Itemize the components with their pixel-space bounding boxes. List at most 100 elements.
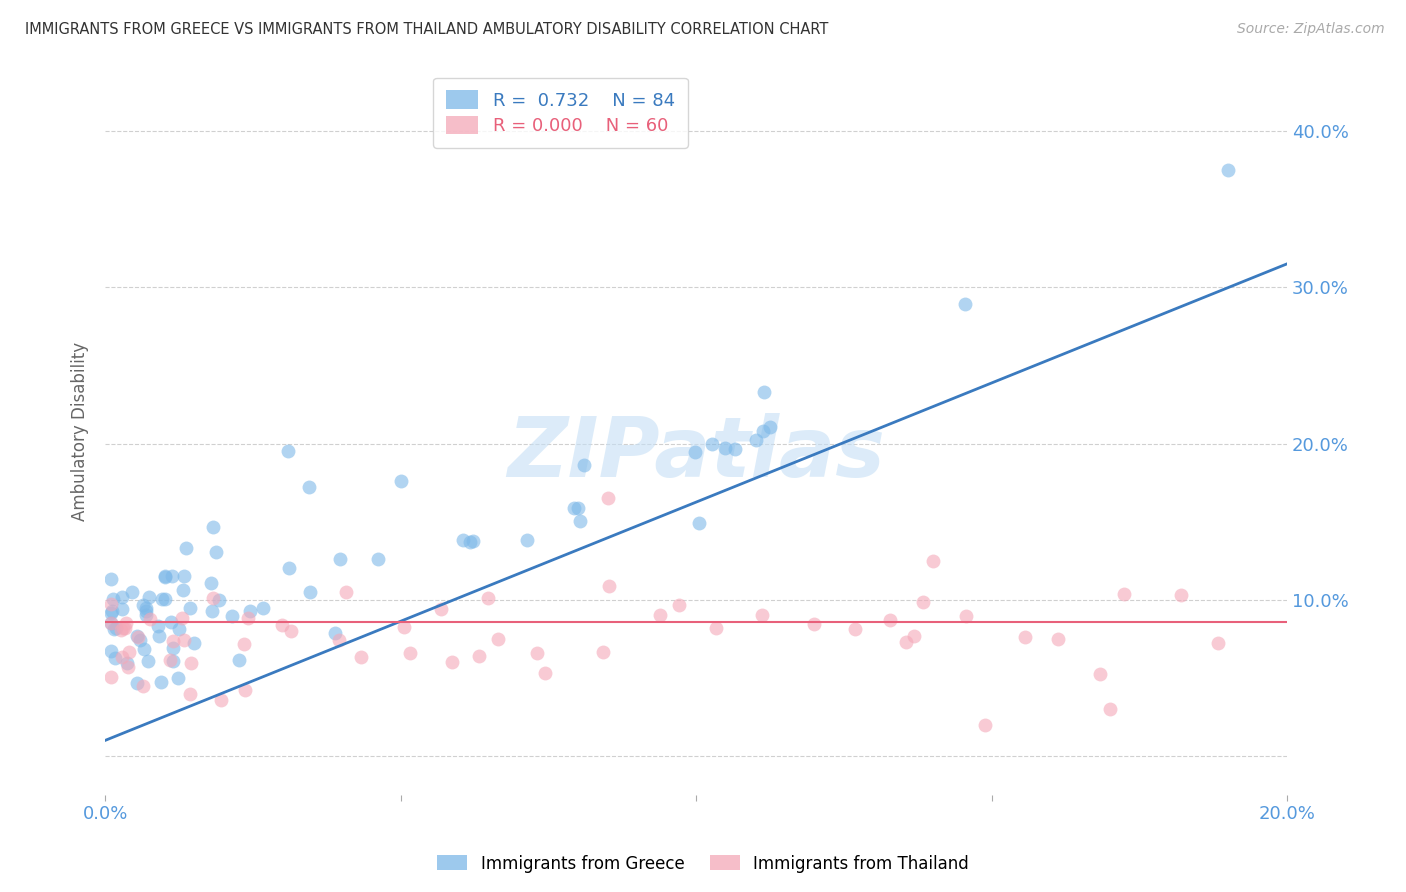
Point — [516, 533, 538, 548]
Point — [132, 679, 155, 693]
Text: ZIPatlas: ZIPatlas — [508, 413, 886, 494]
Point — [592, 645, 614, 659]
Point — [110, 623, 132, 637]
Point — [399, 646, 422, 660]
Point — [111, 601, 134, 615]
Point — [111, 649, 134, 664]
Point — [138, 654, 160, 668]
Point — [903, 629, 925, 643]
Point — [180, 657, 202, 671]
Point — [146, 619, 169, 633]
Point — [468, 648, 491, 663]
Point — [153, 592, 176, 607]
Point — [179, 601, 201, 615]
Point — [1114, 586, 1136, 600]
Point — [233, 637, 256, 651]
Point — [205, 544, 228, 558]
Point — [100, 616, 122, 631]
Point — [392, 620, 415, 634]
Point — [461, 533, 484, 548]
Point — [112, 621, 135, 635]
Point — [844, 623, 866, 637]
Point — [1047, 632, 1070, 646]
Point — [668, 599, 690, 613]
Point — [1216, 163, 1239, 178]
Point — [974, 718, 997, 732]
Point — [127, 629, 149, 643]
Point — [724, 442, 747, 457]
Point — [683, 445, 706, 459]
Point — [270, 617, 292, 632]
Point — [111, 590, 134, 604]
Point — [751, 607, 773, 622]
Point — [172, 582, 194, 597]
Point — [714, 441, 737, 455]
Point — [170, 611, 193, 625]
Point — [238, 610, 260, 624]
Point — [179, 687, 201, 701]
Point — [101, 592, 124, 607]
Point — [277, 444, 299, 458]
Point — [233, 683, 256, 698]
Point — [486, 632, 509, 647]
Point — [1170, 589, 1192, 603]
Point — [100, 644, 122, 658]
Point — [201, 520, 224, 534]
Point — [153, 569, 176, 583]
Point — [162, 640, 184, 655]
Point — [127, 630, 149, 644]
Point — [1098, 702, 1121, 716]
Point — [335, 584, 357, 599]
Y-axis label: Ambulatory Disability: Ambulatory Disability — [72, 343, 89, 521]
Point — [117, 659, 139, 673]
Point — [534, 665, 557, 680]
Point — [1088, 667, 1111, 681]
Point — [758, 420, 780, 434]
Point — [121, 584, 143, 599]
Point — [572, 458, 595, 472]
Point — [115, 656, 138, 670]
Point — [100, 606, 122, 620]
Point — [752, 384, 775, 399]
Point — [328, 633, 350, 648]
Point — [252, 600, 274, 615]
Point — [162, 569, 184, 583]
Point — [221, 608, 243, 623]
Legend: R =  0.732    N = 84, R = 0.000    N = 60: R = 0.732 N = 84, R = 0.000 N = 60 — [433, 78, 688, 148]
Point — [135, 607, 157, 622]
Point — [278, 561, 301, 575]
Legend: Immigrants from Greece, Immigrants from Thailand: Immigrants from Greece, Immigrants from … — [430, 848, 976, 880]
Point — [132, 598, 155, 612]
Point — [100, 597, 122, 611]
Point — [162, 654, 184, 668]
Point — [567, 500, 589, 515]
Point — [200, 575, 222, 590]
Point — [115, 616, 138, 631]
Point — [173, 569, 195, 583]
Point — [688, 516, 710, 530]
Point — [176, 541, 198, 555]
Point — [183, 636, 205, 650]
Text: Source: ZipAtlas.com: Source: ZipAtlas.com — [1237, 22, 1385, 37]
Point — [100, 604, 122, 618]
Point — [162, 634, 184, 648]
Point — [208, 592, 231, 607]
Point — [752, 424, 775, 438]
Point — [648, 607, 671, 622]
Point — [458, 535, 481, 549]
Point — [921, 554, 943, 568]
Point — [202, 591, 225, 606]
Point — [280, 624, 302, 639]
Point — [329, 552, 352, 566]
Point — [953, 297, 976, 311]
Point — [430, 602, 453, 616]
Point — [745, 433, 768, 447]
Point — [239, 604, 262, 618]
Point — [114, 621, 136, 635]
Point — [103, 622, 125, 636]
Point — [562, 500, 585, 515]
Point — [201, 604, 224, 618]
Point — [453, 533, 475, 548]
Point — [135, 601, 157, 615]
Point — [159, 615, 181, 629]
